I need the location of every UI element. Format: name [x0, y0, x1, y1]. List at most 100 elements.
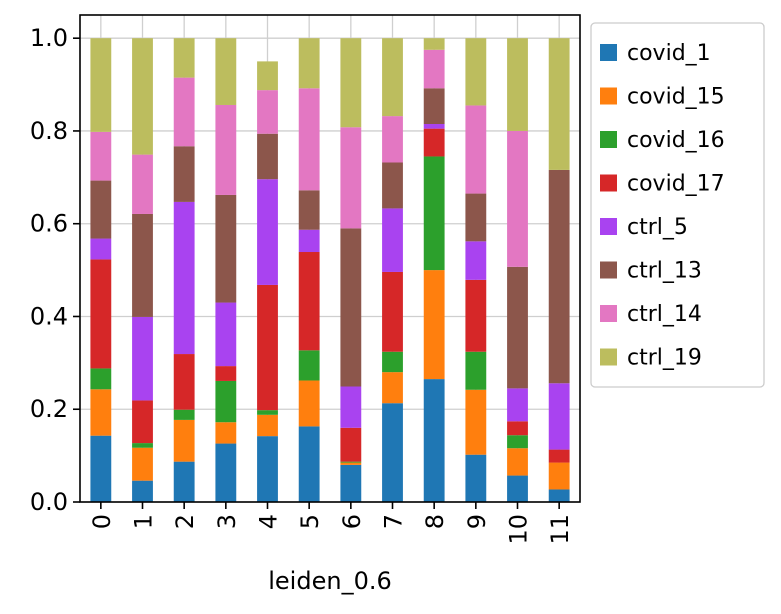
bar-segment-covid_15-11: [548, 462, 570, 490]
y-tick-label: 0.4: [30, 302, 68, 330]
bar-segment-covid_15-4: [257, 414, 278, 437]
bar-segment-ctrl_13-9: [465, 193, 487, 242]
x-tick-label: 7: [380, 514, 408, 529]
bar-segment-covid_17-9: [465, 279, 487, 352]
legend-swatch-ctrl_5: [600, 218, 617, 235]
bar-segment-ctrl_13-3: [215, 194, 237, 303]
bar-segment-covid_1-9: [465, 454, 487, 502]
bar-segment-ctrl_5-2: [173, 201, 195, 355]
y-tick-label: 0.0: [30, 488, 68, 516]
y-tick-label: 0.2: [30, 395, 68, 423]
x-tick-label: 0: [88, 514, 116, 529]
bar-segment-covid_1-4: [257, 436, 278, 502]
bar-segment-covid_17-10: [507, 421, 528, 436]
bar-segment-ctrl_5-10: [507, 388, 528, 422]
x-axis-label: leiden_0.6: [268, 567, 391, 595]
legend: covid_1 covid_15 covid_16 covid_17 ctrl_5ctr…: [590, 22, 765, 388]
legend-swatch-ctrl_13: [600, 261, 617, 279]
bar-segment-covid_15-5: [298, 380, 320, 427]
bar-segment-ctrl_19-0: [90, 38, 112, 132]
bar-segment-covid_1-5: [298, 426, 320, 502]
legend-label-covid_1: covid_1: [627, 41, 711, 66]
bar-segment-ctrl_13-7: [382, 162, 403, 209]
bar-segment-covid_16-9: [465, 351, 487, 390]
bar-segment-covid_15-8: [423, 270, 445, 380]
bar-segment-ctrl_5-11: [548, 383, 570, 450]
bar-segment-covid_16-4: [257, 410, 278, 415]
legend-label-covid_17: covid_17: [627, 172, 725, 197]
bar-segment-covid_15-7: [382, 372, 403, 404]
bar-segment-covid_1-2: [173, 461, 195, 502]
bar-segment-covid_17-1: [132, 400, 153, 444]
x-tick-label: 2: [171, 514, 199, 529]
bar-segment-ctrl_5-4: [257, 179, 278, 285]
bar-segment-ctrl_5-8: [423, 123, 445, 129]
bar-segment-covid_15-6: [340, 462, 362, 465]
bar-segment-ctrl_14-8: [423, 49, 445, 89]
legend-swatch-covid_17: [600, 174, 617, 192]
bar-segment-covid_1-6: [340, 464, 362, 502]
bar-segment-ctrl_19-11: [548, 38, 570, 170]
bar-segment-covid_16-2: [173, 409, 195, 420]
legend-swatch-covid_15: [600, 87, 617, 105]
bar-segment-ctrl_5-5: [298, 229, 320, 253]
x-tick-label: 1: [130, 514, 158, 529]
bar-segment-ctrl_5-7: [382, 208, 403, 272]
x-tick-label: 3: [213, 514, 241, 529]
plot-area-frame: [79, 14, 581, 503]
bar-segment-covid_16-10: [507, 435, 528, 449]
bar-segment-covid_17-5: [298, 252, 320, 351]
bar-segment-covid_16-1: [132, 443, 153, 448]
bar-segment-ctrl_19-8: [423, 38, 445, 50]
bar-segment-ctrl_5-6: [340, 386, 362, 428]
bar-segment-ctrl_13-1: [132, 213, 153, 317]
bar-segment-covid_1-3: [215, 443, 237, 502]
bar-segment-covid_1-0: [90, 435, 112, 502]
x-tick-label: 9: [463, 514, 491, 529]
bar-segment-ctrl_19-9: [465, 38, 487, 106]
bar-segment-ctrl_13-10: [507, 266, 528, 389]
bar-segment-ctrl_19-10: [507, 38, 528, 131]
x-tick-label: 4: [255, 514, 283, 529]
bar-segment-covid_17-7: [382, 271, 403, 352]
bar-segment-covid_15-3: [215, 422, 237, 444]
bar-segment-ctrl_5-9: [465, 241, 487, 280]
bar-segment-ctrl_19-6: [340, 38, 362, 128]
legend-label-ctrl_19: ctrl_19: [627, 346, 702, 371]
legend-swatch-covid_1: [600, 44, 617, 61]
bar-segment-ctrl_5-1: [132, 316, 153, 401]
bar-segment-ctrl_14-0: [90, 131, 112, 181]
bar-segment-ctrl_19-4: [257, 61, 278, 91]
bar-segment-ctrl_19-5: [298, 38, 320, 89]
bar-segment-covid_1-8: [423, 379, 445, 502]
bar-segment-ctrl_14-4: [257, 90, 278, 134]
bar-segment-covid_1-1: [132, 480, 153, 502]
bar-segment-covid_17-11: [548, 449, 570, 463]
bar-segment-ctrl_14-1: [132, 154, 153, 214]
bar-segment-ctrl_13-2: [173, 146, 195, 202]
bar-segment-covid_17-0: [90, 259, 112, 369]
bar-segment-ctrl_13-11: [548, 169, 570, 384]
bar-segment-ctrl_14-6: [340, 127, 362, 229]
bar-segment-ctrl_14-10: [507, 130, 528, 267]
legend-label-ctrl_13: ctrl_13: [627, 259, 702, 284]
bar-segment-ctrl_13-8: [423, 88, 445, 124]
bar-segment-covid_17-6: [340, 427, 362, 462]
bar-segment-covid_1-7: [382, 403, 403, 502]
x-tick-label: 5: [296, 514, 324, 529]
bar-segment-covid_17-3: [215, 366, 237, 381]
legend-label-ctrl_5: ctrl_5: [627, 215, 688, 240]
legend-label-covid_15: covid_15: [627, 85, 725, 110]
y-axis-ticks: 0.0 0.2 0.4 0.6 0.8 1.0: [30, 24, 80, 516]
bar-segment-ctrl_13-6: [340, 228, 362, 387]
bar-segment-covid_1-10: [507, 475, 528, 502]
y-tick-label: 0.8: [30, 117, 68, 145]
bar-segment-covid_16-7: [382, 351, 403, 373]
bar-segment-ctrl_19-1: [132, 38, 153, 155]
bar-segment-covid_15-10: [507, 448, 528, 476]
x-axis-ticks: 0 1 2 3 4 5 6 7 8 9 10 11: [88, 502, 574, 545]
bar-segment-covid_16-8: [423, 156, 445, 271]
bar-segment-ctrl_5-0: [90, 238, 112, 260]
legend-swatch-covid_16: [600, 131, 617, 148]
legend-label-ctrl_14: ctrl_14: [627, 302, 702, 327]
